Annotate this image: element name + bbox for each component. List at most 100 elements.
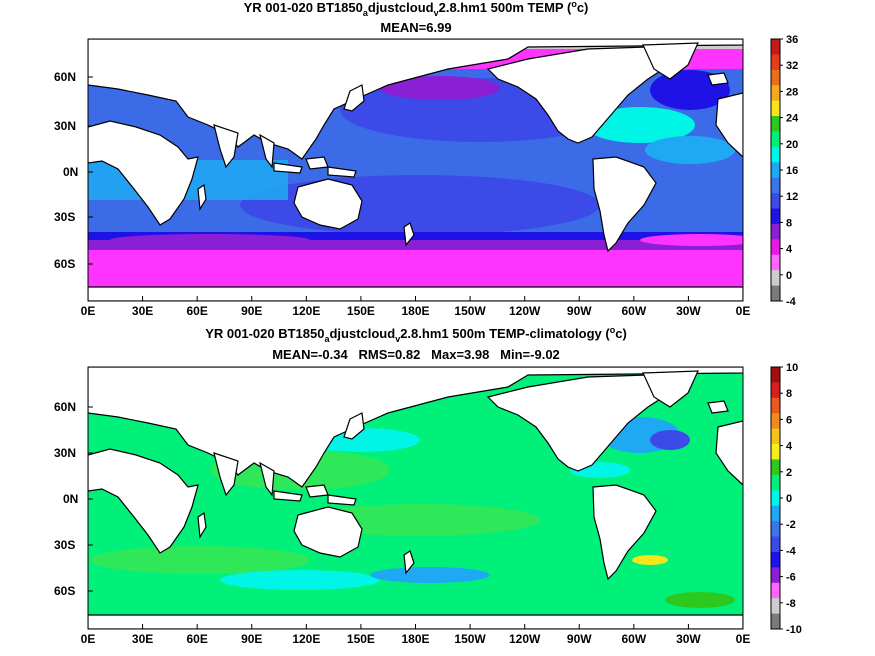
colorbar-swatch xyxy=(771,69,780,86)
colorbar-label: 0 xyxy=(786,493,792,505)
colorbar-swatch xyxy=(771,474,780,491)
colorbar-swatch xyxy=(771,146,780,163)
top-panel: YR 001-020 BT1850adjustcloudv2.8.hm1 500… xyxy=(54,0,799,318)
colorbar-swatch xyxy=(771,428,780,445)
colorbar-swatch xyxy=(771,85,780,102)
lon-label: 60W xyxy=(621,632,646,646)
lon-label: 90W xyxy=(567,632,592,646)
lon-label: 0E xyxy=(81,632,96,646)
top-lon-labels: 0E 30E 60E 90E 120E 150E 180E 150W 120W 90W 60W 30W… xyxy=(81,304,751,318)
colorbar-label: 4 xyxy=(786,244,793,256)
colorbar-label: 8 xyxy=(786,388,792,400)
colorbar-swatch xyxy=(771,54,780,71)
bottom-lon-ticks xyxy=(87,624,744,629)
colorbar-swatch xyxy=(771,536,780,553)
lon-label: 30E xyxy=(132,632,153,646)
bottom-lat-ticks xyxy=(88,406,93,592)
lon-label: 90E xyxy=(241,304,262,318)
lon-label: 120W xyxy=(509,632,541,646)
colorbar-label: -2 xyxy=(786,519,796,531)
colorbar-swatch xyxy=(771,598,780,615)
colorbar-swatch xyxy=(771,116,780,132)
top-map xyxy=(88,39,743,301)
svg-text:0N: 0N xyxy=(63,492,78,506)
colorbar-label: 28 xyxy=(786,86,798,98)
top-lat-labels: 60N 30N 0N 30S 60S xyxy=(54,70,78,271)
bottom-title-line2: MEAN=-0.34 RMS=0.82 Max=3.98 Min=-9.02 xyxy=(272,347,560,362)
lon-label: 150W xyxy=(454,304,486,318)
lon-label: 0E xyxy=(81,304,96,318)
colorbar-swatch xyxy=(771,270,780,287)
colorbar-swatch xyxy=(771,223,780,240)
top-lat-ticks xyxy=(88,76,93,265)
colorbar-label: -6 xyxy=(786,572,796,584)
bottom-lon-labels: 0E 30E 60E 90E 120E 150E 180E 150W 120W 90W 60W 30W… xyxy=(81,632,751,646)
svg-text:60S: 60S xyxy=(54,584,75,598)
colorbar-label: 8 xyxy=(786,217,792,229)
lon-label: 60E xyxy=(186,632,207,646)
svg-text:30S: 30S xyxy=(54,210,75,224)
top-lon-ticks xyxy=(87,296,744,301)
colorbar-swatch xyxy=(771,382,780,399)
lon-label: 180E xyxy=(401,632,429,646)
lon-label: 120W xyxy=(509,304,541,318)
colorbar-label: 6 xyxy=(786,414,792,426)
colorbar-swatch xyxy=(771,397,780,414)
top-title-line2: MEAN=6.99 xyxy=(380,20,451,35)
lon-label: 0E xyxy=(736,304,751,318)
colorbar-label: -4 xyxy=(786,296,797,308)
lon-label: 60W xyxy=(621,304,646,318)
svg-text:60N: 60N xyxy=(54,70,76,84)
colorbar-swatch xyxy=(771,100,780,117)
colorbar-swatch xyxy=(771,567,780,584)
svg-text:30N: 30N xyxy=(54,119,76,133)
colorbar-label: 32 xyxy=(786,60,798,72)
colorbar-label: 2 xyxy=(786,467,792,479)
colorbar-swatch xyxy=(771,193,780,210)
lon-label: 30E xyxy=(132,304,153,318)
colorbar-label: 12 xyxy=(786,191,798,203)
svg-text:30S: 30S xyxy=(54,538,75,552)
bottom-lat-labels: 60N 30N 0N 30S 60S xyxy=(54,400,78,598)
lon-label: 150E xyxy=(347,304,375,318)
lon-label: 60E xyxy=(186,304,207,318)
colorbar-label: 36 xyxy=(786,34,798,46)
top-title-line1: YR 001-020 BT1850adjustcloudv2.8.hm1 500… xyxy=(244,0,589,18)
colorbar-swatch xyxy=(771,177,780,194)
colorbar-swatch xyxy=(771,444,780,460)
colorbar-label: 4 xyxy=(786,441,793,453)
colorbar-swatch xyxy=(771,613,780,630)
colorbar-swatch xyxy=(771,131,780,148)
colorbar-label: 16 xyxy=(786,165,798,177)
svg-text:30N: 30N xyxy=(54,446,76,460)
colorbar-swatch xyxy=(771,582,780,599)
colorbar-swatch xyxy=(771,285,780,302)
lon-label: 120E xyxy=(292,632,320,646)
lon-label: 90E xyxy=(241,632,262,646)
colorbar-swatch xyxy=(771,413,780,430)
colorbar-label: 0 xyxy=(786,270,792,282)
colorbar-swatch xyxy=(771,521,780,538)
svg-text:0N: 0N xyxy=(63,165,78,179)
bottom-panel: YR 001-020 BT1850adjustcloudv2.8.hm1 500… xyxy=(54,325,802,646)
colorbar-label: -8 xyxy=(786,598,796,610)
lon-label: 150W xyxy=(454,632,486,646)
colorbar-label: -10 xyxy=(786,624,802,636)
colorbar-label: 10 xyxy=(786,362,798,374)
colorbar-label: 20 xyxy=(786,139,798,151)
colorbar-swatch xyxy=(771,551,780,568)
colorbar-label: 24 xyxy=(786,113,799,125)
lon-label: 120E xyxy=(292,304,320,318)
colorbar-swatch xyxy=(771,254,780,271)
lon-label: 180E xyxy=(401,304,429,318)
bottom-title-line1: YR 001-020 BT1850adjustcloudv2.8.hm1 500… xyxy=(205,325,627,344)
colorbar-swatch xyxy=(771,490,780,507)
top-colorbar: 36 32 28 24 20 16 12 8 4 0 -4 xyxy=(770,34,799,308)
bottom-map xyxy=(88,367,743,629)
lon-label: 90W xyxy=(567,304,592,318)
colorbar-swatch xyxy=(771,208,780,225)
lon-label: 0E xyxy=(736,632,751,646)
lon-label: 30W xyxy=(676,632,701,646)
colorbar-swatch xyxy=(771,162,780,179)
